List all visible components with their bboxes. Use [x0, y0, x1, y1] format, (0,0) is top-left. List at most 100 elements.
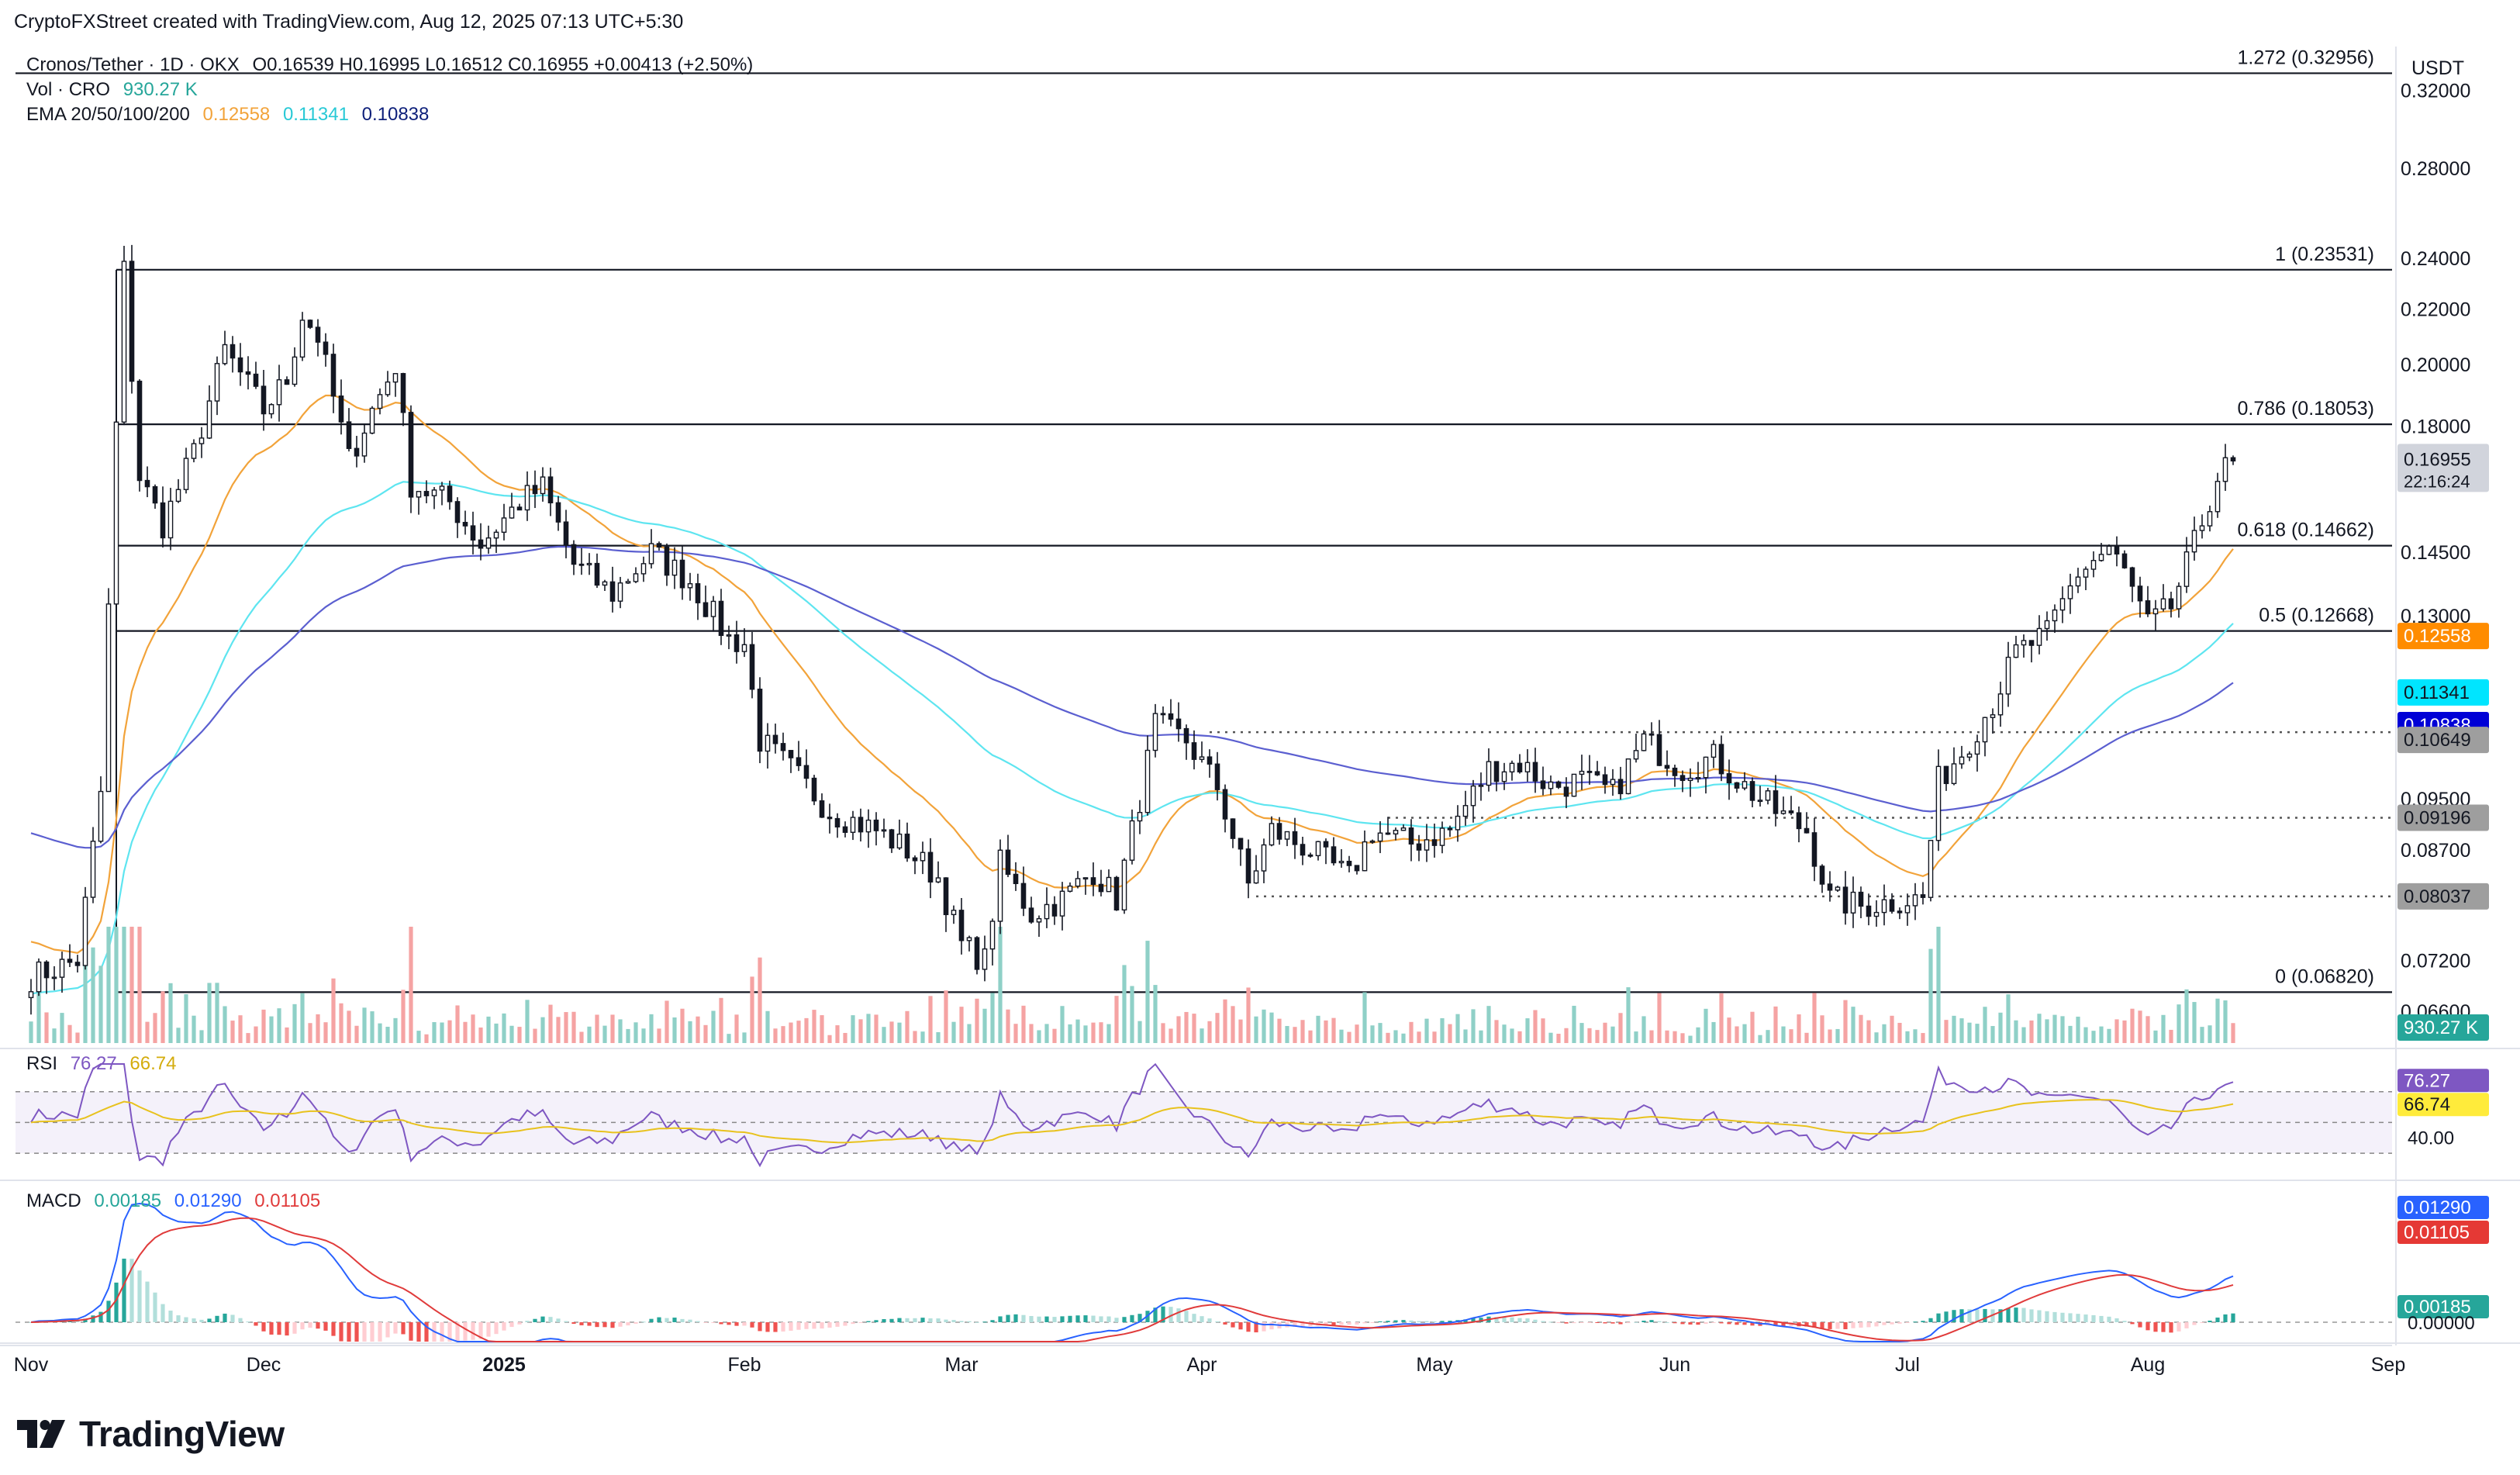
- macd-histogram-bar: [897, 1318, 902, 1322]
- ema50-value: 0.11341: [282, 104, 349, 125]
- macd-histogram-bar: [1835, 1322, 1840, 1329]
- volume-bar: [1587, 1028, 1592, 1043]
- macd-histogram-bar: [1967, 1309, 1972, 1322]
- volume-bar: [525, 1000, 530, 1043]
- volume-bar: [781, 1026, 785, 1043]
- candle-body: [2021, 640, 2027, 646]
- macd-histogram-bar: [502, 1322, 506, 1331]
- macd-histogram-bar: [1215, 1321, 1220, 1322]
- candle-body: [617, 582, 623, 602]
- candle-series: [28, 244, 2236, 1015]
- volume-bar: [1533, 1010, 1538, 1043]
- volume-bar: [230, 1021, 235, 1043]
- volume-bar: [370, 1011, 375, 1043]
- candle-body: [640, 563, 647, 575]
- candle-body: [1338, 860, 1345, 864]
- volume-bar: [2068, 1025, 2073, 1043]
- candle-body: [734, 634, 740, 652]
- macd-histogram-bar: [742, 1322, 747, 1326]
- candle-body: [881, 829, 887, 832]
- rsi-label[interactable]: RSI: [26, 1053, 58, 1074]
- macd-histogram-bar: [1890, 1322, 1894, 1325]
- macd-histogram-bar: [246, 1321, 250, 1323]
- volume-bar: [1704, 1008, 1708, 1043]
- macd-histogram-bar: [2130, 1322, 2135, 1325]
- macd-histogram-bar: [1083, 1315, 1088, 1322]
- macd-tick-label: 0.00000: [2408, 1313, 2475, 1334]
- volume-bar: [36, 993, 41, 1043]
- candle-body: [1300, 844, 1306, 856]
- candle-body: [191, 443, 197, 459]
- candle-body: [1641, 733, 1647, 751]
- candle-body: [152, 485, 158, 504]
- candle-body: [1191, 742, 1197, 760]
- tradingview-logo[interactable]: TradingView: [17, 1413, 285, 1455]
- volume-bar: [920, 1031, 925, 1043]
- candle-body: [951, 910, 957, 916]
- candle-body: [1113, 876, 1120, 911]
- candle-body: [2098, 554, 2104, 561]
- volume-bar: [1766, 1030, 1770, 1043]
- macd-histogram-bar: [1874, 1322, 1879, 1327]
- macd-histogram-bar: [1944, 1311, 1949, 1322]
- volume-bar: [1424, 1018, 1429, 1043]
- symbol-title[interactable]: Cronos/Tether · 1D · OKX: [26, 54, 240, 75]
- macd-histogram-bar: [308, 1322, 312, 1328]
- candle-body: [2137, 586, 2143, 602]
- ema-label[interactable]: EMA 20/50/100/200: [26, 104, 190, 125]
- volume-label[interactable]: Vol · CRO: [26, 79, 111, 100]
- volume-bar: [1921, 1033, 1925, 1043]
- macd-histogram-bar: [1021, 1314, 1026, 1322]
- volume-bar: [292, 1003, 297, 1043]
- volume-bar: [1308, 1030, 1313, 1043]
- candle-body: [1168, 713, 1174, 720]
- candle-body: [912, 857, 918, 862]
- volume-bar: [1572, 1005, 1576, 1043]
- candle-body: [98, 790, 104, 842]
- rsi-ma-value: 66.74: [129, 1053, 177, 1074]
- macd-histogram-bar: [889, 1318, 894, 1322]
- macd-histogram-bar: [2153, 1322, 2158, 1332]
- volume-bar: [1773, 1006, 1778, 1043]
- volume-bar: [1944, 1020, 1949, 1043]
- candle-body: [1517, 762, 1523, 772]
- x-tick-label: May: [1416, 1354, 1453, 1376]
- candle-body: [1230, 818, 1236, 839]
- fib-level-label: 0 (0.06820): [2275, 965, 2374, 987]
- volume-bar: [742, 1032, 747, 1043]
- volume-bar: [1130, 986, 1134, 1043]
- x-tick-label: Sep: [2371, 1354, 2405, 1376]
- candle-body: [1904, 905, 1911, 914]
- macd-histogram-bar: [1548, 1321, 1553, 1323]
- macd-histogram-bar: [1448, 1321, 1452, 1322]
- signal-badge-bg: [2397, 1221, 2489, 1244]
- volume-bar: [688, 1021, 692, 1043]
- candle-body: [1664, 765, 1670, 769]
- volume-bar: [1091, 1022, 1096, 1043]
- macd-histogram-bar: [75, 1321, 80, 1322]
- rsi-line: [30, 1062, 2234, 1168]
- volume-bar: [1626, 987, 1631, 1043]
- candle-body: [1431, 839, 1438, 846]
- macd-histogram-bar: [1603, 1322, 1607, 1324]
- macd-histogram-bar: [649, 1318, 654, 1322]
- rsi-band-fill: [16, 1091, 2392, 1154]
- volume-bar: [1502, 1024, 1507, 1043]
- candle-body: [1501, 771, 1507, 782]
- candle-body: [431, 489, 437, 496]
- macd-histogram-bar: [579, 1322, 584, 1325]
- macd-histogram-bar: [2060, 1312, 2065, 1322]
- volume-bar: [2014, 1020, 2018, 1043]
- volume-bar: [727, 1034, 731, 1043]
- candle-body: [1827, 883, 1833, 891]
- macd-label[interactable]: MACD: [26, 1190, 81, 1211]
- candle-body: [555, 502, 561, 523]
- candle-body: [2075, 576, 2081, 587]
- macd-histogram-bar: [959, 1321, 964, 1322]
- candle-body: [524, 485, 530, 511]
- rsi-tick-label: 40.00: [2408, 1128, 2454, 1149]
- candle-body: [2013, 644, 2019, 658]
- support-badge-bg: [2397, 727, 2489, 754]
- macd-histogram-bar: [471, 1322, 475, 1340]
